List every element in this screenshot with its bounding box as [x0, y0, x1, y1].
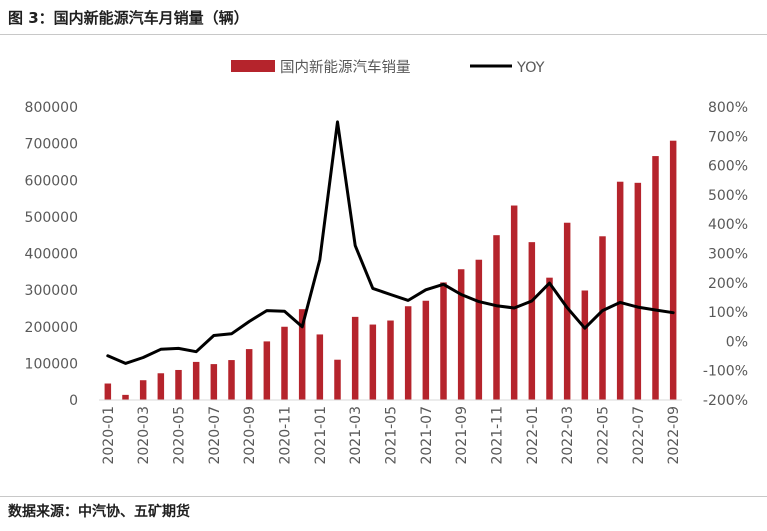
x-tick-label: 2020-11 [278, 406, 294, 465]
bar [228, 360, 235, 400]
x-tick-label: 2021-09 [454, 406, 470, 465]
bar [581, 290, 589, 400]
left-tick-label: 300000 [25, 283, 78, 299]
title-divider [0, 34, 767, 35]
x-tick-label: 2021-11 [490, 406, 506, 465]
legend-bar-swatch [231, 60, 275, 72]
right-tick-label: 100% [708, 305, 748, 321]
x-tick-label: 2022-01 [525, 406, 541, 465]
source-divider [0, 496, 767, 497]
bar [139, 380, 147, 400]
bar [192, 361, 200, 400]
right-tick-label: 0% [726, 334, 748, 350]
left-tick-label: 700000 [25, 137, 78, 153]
x-tick-label: 2020-07 [207, 406, 223, 465]
x-tick-label: 2021-01 [313, 406, 329, 465]
right-tick-label: -100% [703, 364, 748, 380]
bar [351, 316, 359, 400]
x-tick-label: 2020-03 [136, 406, 152, 465]
bar [599, 236, 606, 400]
bar [104, 383, 112, 400]
bar [157, 373, 165, 400]
bar [510, 205, 518, 400]
left-tick-label: 800000 [25, 100, 78, 116]
right-tick-label: 300% [708, 247, 748, 263]
bar [316, 334, 324, 400]
right-tick-label: 500% [708, 188, 748, 204]
right-tick-label: 400% [708, 217, 748, 233]
bar [546, 277, 553, 400]
left-tick-label: 500000 [25, 210, 78, 226]
right-tick-label: -200% [703, 393, 748, 409]
bar [440, 282, 447, 400]
x-tick-label: 2022-03 [560, 406, 576, 465]
bar [122, 394, 129, 400]
x-axis: 2020-01 2020-03 2020-05 2020-07 2020-09 2020-… [101, 406, 682, 465]
left-tick-label: 600000 [25, 173, 78, 189]
bar [298, 309, 306, 400]
bar [281, 326, 288, 400]
yoy-line [106, 120, 675, 365]
bar [457, 269, 465, 400]
chart-legend: 国内新能源汽车销量 YOY [231, 59, 545, 76]
right-tick-label: 700% [708, 129, 748, 145]
right-axis: -200% -100% 0% 100% 200% 300% 400% 500% 600% 700%… [703, 100, 748, 409]
figure-title: 图 3：国内新能源汽车月销量（辆） [8, 9, 249, 27]
x-tick-label: 2020-09 [242, 406, 258, 465]
bar [616, 181, 624, 400]
bar [369, 324, 377, 400]
bar [422, 300, 430, 400]
x-tick-label: 2022-05 [596, 406, 612, 465]
bar [669, 140, 677, 400]
bar [634, 182, 642, 400]
bar [563, 222, 571, 400]
yoy-line-series [106, 120, 675, 365]
legend-bar-label: 国内新能源汽车销量 [280, 59, 411, 76]
bar [493, 235, 500, 400]
bar-series [104, 140, 677, 400]
left-tick-label: 200000 [25, 320, 78, 336]
x-tick-label: 2020-01 [101, 406, 117, 465]
bar [175, 369, 182, 400]
bar [387, 320, 394, 400]
bar [210, 364, 218, 400]
left-axis: 0 100000 200000 300000 400000 500000 600000 700… [25, 100, 78, 409]
right-tick-label: 600% [708, 159, 748, 175]
bar [263, 341, 271, 400]
x-tick-label: 2022-09 [666, 406, 682, 465]
bar [652, 156, 659, 400]
x-tick-label: 2021-03 [348, 406, 364, 465]
x-tick-label: 2021-05 [384, 406, 400, 465]
bar [528, 242, 536, 400]
left-tick-label: 100000 [25, 356, 78, 372]
bar [404, 306, 412, 400]
x-tick-label: 2020-05 [172, 406, 188, 465]
right-tick-label: 200% [708, 276, 748, 292]
legend-line-label: YOY [516, 60, 545, 76]
x-tick-label: 2022-07 [631, 406, 647, 465]
x-tick-label: 2021-07 [419, 406, 435, 465]
bar [245, 349, 253, 400]
left-tick-label: 0 [69, 393, 78, 409]
bar [475, 259, 483, 400]
right-tick-label: 800% [708, 100, 748, 116]
left-tick-label: 400000 [25, 247, 78, 263]
bar [334, 359, 341, 400]
data-source: 数据来源：中汽协、五矿期货 [8, 504, 190, 520]
